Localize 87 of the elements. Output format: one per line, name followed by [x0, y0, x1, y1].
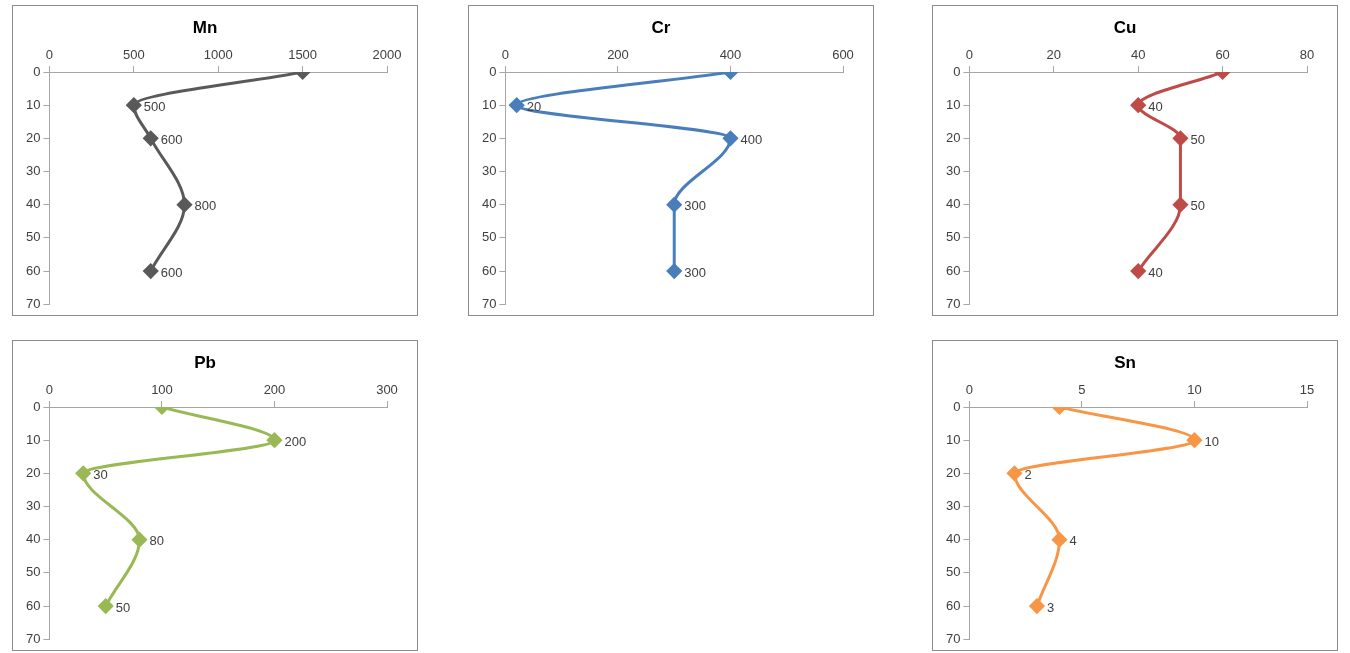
chart-title: Cu	[1113, 17, 1137, 37]
x-tick-label: 1000	[203, 46, 233, 62]
y-tick-label: 50	[25, 229, 41, 245]
y-tick-label: 70	[25, 295, 41, 311]
y-tick-label: 60	[945, 597, 961, 613]
y-tick-label: 20	[25, 129, 41, 145]
chart-title: Pb	[194, 352, 216, 372]
chart-title: Mn	[192, 17, 218, 37]
x-tick-label: 0	[45, 381, 54, 397]
x-tick-label: 20	[1046, 46, 1062, 62]
y-tick-label: 0	[489, 63, 497, 79]
y-tick-label: 30	[945, 498, 961, 514]
y-tick-label: 10	[25, 96, 41, 112]
data-label: 600	[160, 131, 183, 147]
x-tick-label: 2000	[372, 46, 402, 62]
y-tick-label: 60	[25, 262, 41, 278]
x-tick-label: 40	[1131, 46, 1146, 62]
y-tick-label: 20	[481, 129, 497, 145]
y-tick-label: 10	[481, 96, 497, 112]
y-tick-label: 0	[33, 398, 41, 414]
y-tick-label: 20	[25, 464, 41, 480]
y-tick-label: 50	[945, 229, 961, 245]
data-label: 3	[1046, 599, 1055, 615]
y-tick-label: 10	[945, 96, 961, 112]
x-tick-label: 5	[1078, 381, 1086, 397]
chart-title: Cr	[651, 17, 671, 37]
y-tick-label: 20	[945, 464, 961, 480]
data-label: 50	[115, 599, 131, 615]
y-tick-label: 0	[953, 63, 961, 79]
data-label: 500	[143, 98, 166, 114]
y-tick-label: 50	[25, 564, 41, 580]
y-tick-label: 40	[25, 196, 41, 212]
y-tick-label: 40	[945, 196, 961, 212]
x-tick-label: 0	[965, 381, 974, 397]
x-tick-label: 200	[263, 381, 286, 397]
y-tick-label: 0	[33, 63, 41, 79]
y-tick-label: 40	[945, 531, 961, 547]
x-tick-label: 1500	[288, 46, 318, 62]
y-tick-label: 20	[945, 129, 961, 145]
data-label: 50	[1190, 198, 1205, 214]
data-label: 400	[740, 131, 763, 147]
y-tick-label: 70	[25, 630, 41, 646]
x-tick-label: 600	[832, 46, 854, 62]
data-label: 300	[684, 198, 706, 214]
y-tick-label: 30	[25, 498, 41, 514]
y-tick-label: 60	[25, 597, 41, 613]
x-tick-label: 500	[122, 46, 145, 62]
data-label: 2	[1024, 466, 1032, 482]
data-label: 200	[284, 433, 307, 449]
y-tick-label: 70	[945, 630, 961, 646]
x-tick-label: 15	[1299, 381, 1315, 397]
y-tick-label: 40	[25, 531, 41, 547]
x-tick-label: 100	[151, 381, 173, 397]
y-tick-label: 40	[481, 196, 497, 212]
data-label: 800	[194, 198, 217, 214]
data-label: 20	[526, 98, 542, 114]
x-tick-label: 0	[965, 46, 974, 62]
y-tick-label: 60	[945, 262, 961, 278]
y-tick-label: 30	[945, 163, 961, 179]
y-tick-label: 30	[25, 163, 41, 179]
y-tick-label: 30	[481, 163, 497, 179]
y-tick-label: 50	[481, 229, 497, 245]
chart-title: Sn	[1114, 352, 1136, 372]
y-tick-label: 50	[945, 564, 961, 580]
x-tick-label: 300	[376, 381, 398, 397]
y-tick-label: 60	[481, 262, 497, 278]
x-tick-label: 400	[719, 46, 742, 62]
data-label: 50	[1190, 131, 1205, 147]
y-tick-label: 10	[945, 431, 961, 447]
y-tick-label: 0	[953, 398, 961, 414]
data-label: 40	[1148, 98, 1163, 114]
data-label: 80	[149, 533, 164, 549]
data-label: 300	[684, 264, 706, 280]
x-tick-label: 10	[1187, 381, 1202, 397]
data-label: 4	[1069, 533, 1077, 549]
x-tick-label: 60	[1215, 46, 1230, 62]
x-tick-label: 0	[501, 46, 510, 62]
data-label: 10	[1204, 433, 1219, 449]
data-label: 30	[93, 466, 108, 482]
x-tick-label: 200	[607, 46, 629, 62]
x-tick-label: 80	[1299, 46, 1315, 62]
y-tick-label: 70	[945, 295, 961, 311]
x-tick-label: 0	[45, 46, 54, 62]
y-tick-label: 70	[481, 295, 497, 311]
y-tick-label: 10	[25, 431, 41, 447]
data-label: 40	[1148, 264, 1163, 280]
data-label: 600	[160, 264, 183, 280]
